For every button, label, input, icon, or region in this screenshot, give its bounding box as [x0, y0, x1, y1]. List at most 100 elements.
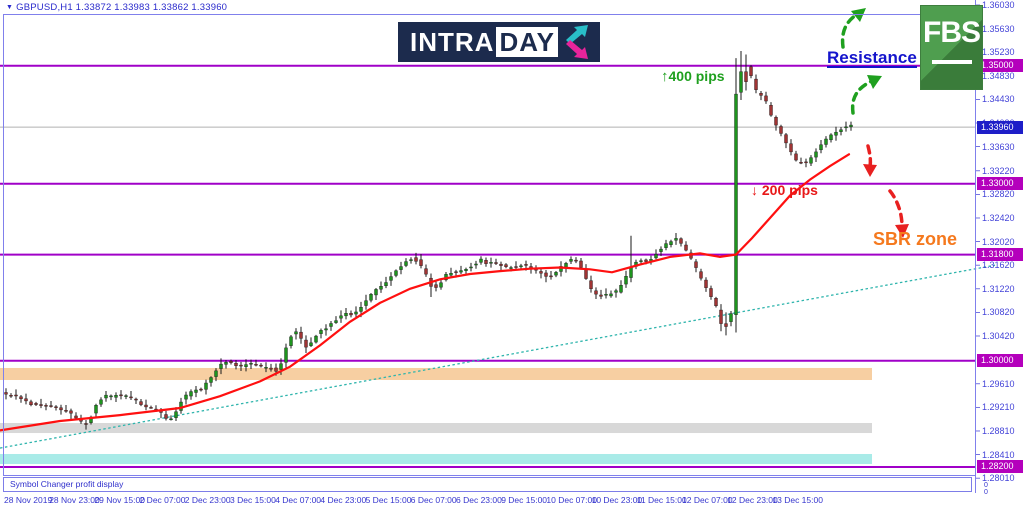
up-arrow-icon: ↑: [661, 68, 669, 85]
candle: [94, 405, 98, 414]
candle: [64, 409, 68, 412]
candle: [434, 284, 438, 288]
candle: [319, 330, 323, 334]
quote-line: GBPUSD,H1 1.33872 1.33983 1.33862 1.3396…: [16, 2, 228, 13]
candle: [449, 273, 453, 276]
candle: [404, 261, 408, 266]
candle: [144, 404, 148, 408]
level-price-box: 1.33000: [977, 177, 1023, 191]
moving-average-line[interactable]: [0, 153, 851, 432]
candle: [399, 266, 403, 270]
candle: [129, 396, 133, 399]
candle: [494, 262, 498, 264]
price-tick-label: 1.35630: [982, 23, 1015, 34]
level-price-box: 1.30000: [977, 354, 1023, 368]
candle: [839, 129, 843, 132]
price-tick-label: 1.28010: [982, 473, 1015, 484]
trend-arrow-head: [895, 224, 909, 238]
candle: [789, 143, 793, 153]
candle: [709, 288, 713, 297]
candle: [699, 271, 703, 279]
candle: [829, 134, 833, 141]
candle: [369, 294, 373, 301]
symbol-dropdown-icon[interactable]: ▼: [6, 4, 14, 11]
candle: [544, 272, 548, 277]
candle: [219, 363, 223, 369]
candle: [754, 78, 758, 90]
candle: [684, 244, 688, 251]
candle: [164, 414, 168, 419]
trend-arrow: [888, 189, 904, 228]
price-tick-label: 1.28410: [982, 449, 1015, 460]
price-tick-label: 1.32420: [982, 212, 1015, 223]
symbol-changer-label: Symbol Changer profit display: [10, 479, 124, 489]
candle: [264, 367, 268, 369]
time-tick-label: 28 Nov 23:00: [49, 495, 100, 505]
price-tick-label: 1.28810: [982, 425, 1015, 436]
candle: [849, 124, 853, 128]
trendline[interactable]: [0, 264, 996, 449]
candle: [354, 311, 358, 315]
candle: [799, 162, 803, 164]
time-tick-label: 28 Nov 2019: [4, 495, 53, 505]
candle: [254, 364, 258, 366]
candle: [249, 363, 253, 365]
candle: [654, 254, 658, 259]
time-tick-label: 5 Dec 15:00: [365, 495, 412, 505]
candle: [274, 367, 278, 372]
level-price-box: 1.35000: [977, 59, 1023, 73]
candle: [334, 320, 338, 323]
candle: [289, 336, 293, 346]
candle: [109, 395, 113, 398]
candle: [119, 394, 123, 397]
candle: [419, 259, 423, 266]
candle: [239, 364, 243, 367]
candle: [424, 268, 428, 275]
candle: [554, 272, 558, 276]
time-tick-label: 9 Dec 15:00: [501, 495, 548, 505]
candle: [844, 126, 848, 129]
candle: [204, 382, 208, 390]
intraday-logo-text-day: DAY: [496, 27, 558, 57]
candle: [299, 331, 303, 339]
candle: [244, 364, 248, 367]
time-tick-label: 3 Dec 15:00: [230, 495, 276, 505]
sbr-zone-label: SBR zone: [873, 229, 958, 249]
candle: [359, 307, 363, 312]
candle: [214, 370, 218, 377]
candle: [704, 279, 708, 288]
price-tick-label: 1.29210: [982, 402, 1015, 413]
candle: [819, 144, 823, 151]
candle: [199, 388, 203, 391]
candle: [824, 138, 828, 145]
candle: [619, 285, 623, 293]
candle: [389, 276, 393, 281]
candle: [59, 407, 63, 411]
candle: [169, 418, 173, 421]
symbol-changer-tab[interactable]: Symbol Changer profit display: [3, 477, 972, 492]
candle: [794, 153, 798, 161]
candle: [489, 262, 493, 264]
candle: [769, 104, 773, 116]
candle: [479, 258, 483, 263]
candle: [224, 362, 228, 365]
candle: [394, 270, 398, 276]
candle: [474, 263, 478, 266]
candle: [124, 395, 128, 397]
candle: [134, 398, 138, 401]
current-price-box: 1.33960: [977, 120, 1023, 134]
candle: [39, 404, 43, 406]
pips-up-text: 400 pips: [668, 68, 725, 84]
fbs-logo-shadow: [921, 6, 982, 89]
price-tick-label: 1.32020: [982, 236, 1015, 247]
time-tick-label: 11 Dec 15:00: [636, 495, 687, 505]
price-tick-label: 1.30420: [982, 330, 1015, 341]
candle: [539, 271, 543, 274]
candle: [514, 266, 518, 268]
candle: [734, 93, 738, 315]
time-tick-label: 2 Dec 23:00: [184, 495, 231, 505]
candle: [234, 363, 238, 366]
